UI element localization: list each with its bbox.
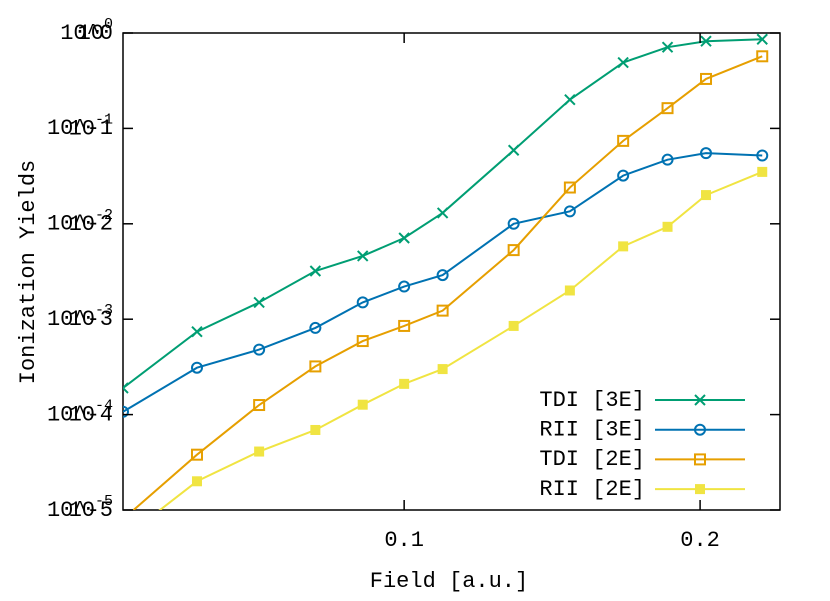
y-tick-label: 10^-5 [47,498,113,523]
marker [701,190,712,201]
marker [357,250,369,262]
marker [563,181,576,194]
plot-frame [122,32,781,511]
marker [190,448,203,461]
marker [191,325,203,338]
marker [508,320,519,331]
marker [700,35,712,47]
marker [756,33,768,45]
marker [309,321,322,334]
x-tick-label: 0.2 [680,528,720,553]
marker [436,269,449,282]
marker [700,147,713,160]
marker [563,205,576,218]
marker [436,304,449,317]
marker [661,153,674,166]
marker [356,335,369,348]
marker [309,360,322,373]
plot-area [118,33,769,544]
y-tick-label: 10^0 [60,21,113,46]
marker [118,514,128,524]
marker [694,453,706,466]
marker [399,378,410,389]
marker [757,166,768,177]
y-tick-label-render: 10-1 [69,111,113,141]
marker [398,232,410,244]
y-tick-label-render: 10-5 [69,493,113,523]
legend-label: RII [3E] [539,418,645,443]
marker [190,361,203,374]
y-tick-label-render: 100 [78,16,113,46]
y-tick-label: 10^-2 [47,212,113,237]
legend-label: RII [2E] [539,477,645,502]
marker [617,56,629,69]
marker [253,343,266,356]
x-tick-label: 0.1 [384,528,424,553]
marker [118,534,128,544]
marker [123,405,129,418]
marker [398,280,411,293]
x-axis-label: Field [a.u.] [370,569,528,594]
marker [694,423,706,436]
marker [398,319,411,332]
marker [507,244,520,257]
marker [356,296,369,309]
marker [661,102,674,115]
marker [700,72,713,85]
marker [694,394,706,406]
marker [309,265,322,277]
marker [507,144,520,156]
marker [310,424,321,435]
y-tick-label: 10^-3 [47,307,113,332]
marker [756,149,769,162]
marker [507,217,520,230]
marker [617,169,630,182]
series-line [132,55,763,510]
marker [253,296,265,309]
marker [436,207,449,219]
marker [617,134,630,147]
y-tick-label: 10^-1 [47,116,113,141]
marker [662,221,673,232]
marker [254,446,265,457]
marker [191,476,202,487]
marker [756,50,769,63]
marker [564,285,575,296]
marker [123,382,129,394]
marker [695,484,705,495]
marker [357,399,368,410]
y-tick-label-render: 10-4 [69,398,113,428]
y-tick-label-render: 10-3 [69,302,113,332]
y-tick-label: 10^-4 [47,402,113,427]
series-line [123,152,763,413]
marker [253,399,266,412]
marker [437,364,448,375]
marker [661,41,674,53]
marker [618,241,629,252]
legend-label: TDI [3E] [539,388,645,413]
marker [564,93,576,106]
legend-label: TDI [2E] [539,447,645,472]
y-tick-label-render: 10-2 [69,207,113,237]
y-axis-label: Ionization Yields [16,160,41,384]
